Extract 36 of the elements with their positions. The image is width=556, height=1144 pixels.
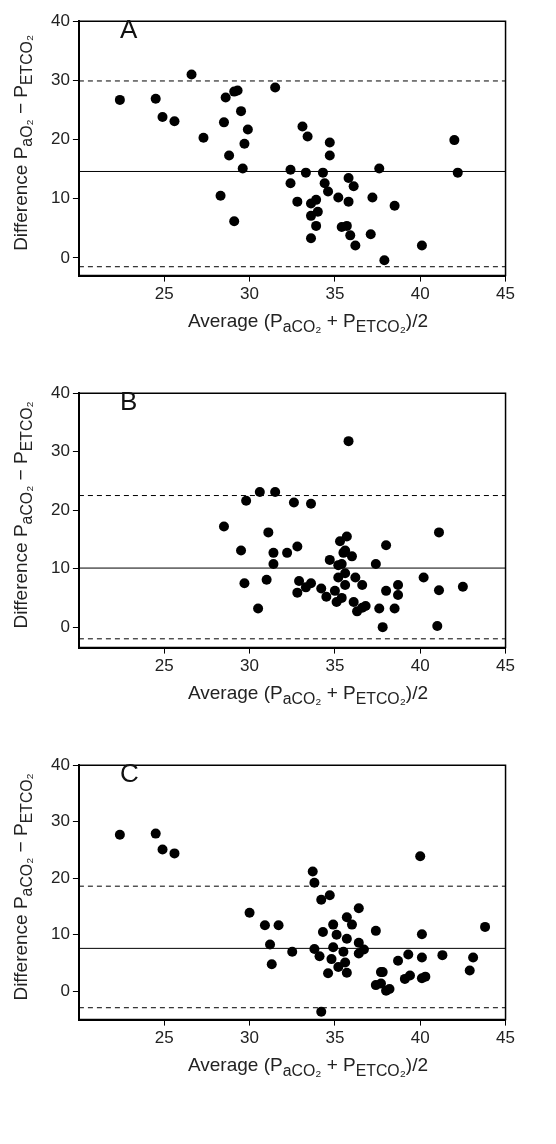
y-tick-label: 0 bbox=[60, 247, 70, 267]
y-tick-label: 10 bbox=[50, 924, 70, 944]
y-tick-label: 30 bbox=[50, 70, 70, 90]
chart-title: B bbox=[120, 386, 138, 417]
y-tick-label: 10 bbox=[50, 188, 70, 208]
y-tick-label: 40 bbox=[50, 754, 70, 774]
y-tick-label: 30 bbox=[50, 441, 70, 461]
x-tick-label: 30 bbox=[240, 656, 260, 676]
x-tick-label: 40 bbox=[410, 284, 430, 304]
y-tick-label: 40 bbox=[50, 10, 70, 30]
chart-title: A bbox=[120, 14, 138, 45]
y-tick-label: 40 bbox=[50, 382, 70, 402]
x-tick-label: 45 bbox=[496, 1028, 516, 1048]
y-tick-label: 0 bbox=[60, 616, 70, 636]
x-tick-label: 40 bbox=[410, 1028, 430, 1048]
x-tick-label: 45 bbox=[496, 284, 516, 304]
x-tick-label: 25 bbox=[154, 284, 174, 304]
chart-title: C bbox=[120, 758, 139, 789]
x-tick-label: 30 bbox=[240, 284, 260, 304]
x-tick-label: 35 bbox=[325, 656, 345, 676]
x-axis-title: Average (P$_{aCO₂}$ + P$_{ETCO₂}$)/2 bbox=[186, 310, 429, 336]
y-tick-label: 20 bbox=[50, 499, 70, 519]
x-axis-title: Average (P$_{aCO₂}$ + P$_{ETCO₂}$)/2 bbox=[186, 682, 429, 708]
y-tick-label: 30 bbox=[50, 811, 70, 831]
x-tick-label: 40 bbox=[410, 656, 430, 676]
y-tick-label: 10 bbox=[50, 558, 70, 578]
y-tick-label: 0 bbox=[60, 981, 70, 1001]
x-tick-label: 30 bbox=[240, 1028, 260, 1048]
x-tick-label: 25 bbox=[154, 1028, 174, 1048]
y-tick-label: 20 bbox=[50, 129, 70, 149]
x-tick-label: 25 bbox=[154, 656, 174, 676]
x-tick-label: 35 bbox=[325, 1028, 345, 1048]
x-tick-label: 35 bbox=[325, 284, 345, 304]
x-axis-title: Average (P$_{aCO₂}$ + P$_{ETCO₂}$)/2 bbox=[186, 1054, 429, 1080]
x-tick-label: 45 bbox=[496, 656, 516, 676]
y-tick-label: 20 bbox=[50, 867, 70, 887]
